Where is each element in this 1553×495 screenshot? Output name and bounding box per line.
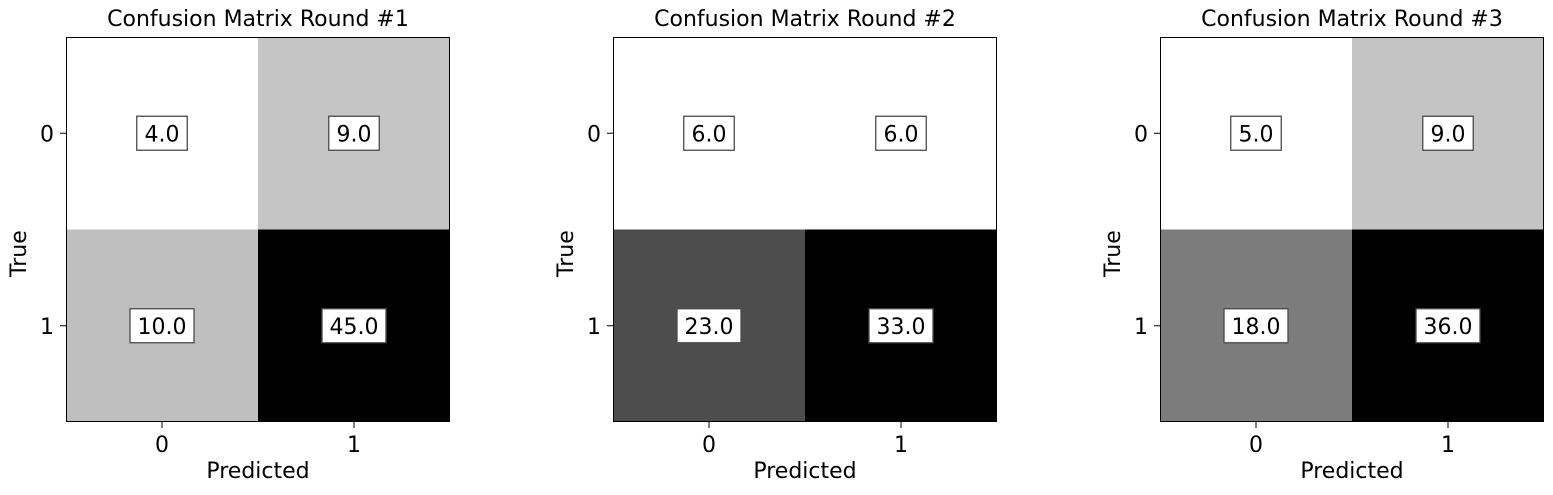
cell-label-box	[1230, 115, 1282, 151]
cell-label-box	[1415, 308, 1481, 344]
y-axis-label: True	[6, 229, 34, 277]
y-axis-label-text: True	[7, 230, 32, 277]
cell-label-box	[1422, 115, 1474, 151]
x-tick-label: 0	[702, 433, 716, 458]
y-tick-label: 0	[587, 122, 601, 147]
chart-title: Confusion Matrix Round #1	[107, 7, 409, 32]
cell-label-box	[676, 308, 742, 344]
x-tick-label: 1	[347, 433, 361, 458]
cell-label-box	[136, 115, 188, 151]
chart-panel-1: Confusion Matrix Round #1 4.0 9.0 10.0 45.0…	[0, 0, 450, 495]
cell-value-label: 45.0	[330, 315, 379, 340]
cell-label-box	[1223, 308, 1289, 344]
y-axis-label-text: True	[1101, 230, 1126, 277]
heatmap-plot: 4.0 9.0 10.0 45.0 0 1 0 1	[40, 37, 450, 458]
chart-title: Confusion Matrix Round #3	[1201, 7, 1503, 32]
y-tick-label: 1	[1134, 315, 1148, 340]
heatmap-plot: 6.0 6.0 23.0 33.0 0 1 0 1	[587, 37, 997, 458]
x-tick-label: 0	[155, 433, 169, 458]
y-tick-label: 1	[40, 315, 54, 340]
chart-panel-3: Confusion Matrix Round #3 5.0 9.0 18.0 36.0…	[1094, 0, 1544, 495]
y-axis-label: True	[1100, 229, 1128, 277]
chart-panel-2: Confusion Matrix Round #2 6.0 6.0 23.0 33.0…	[547, 0, 997, 495]
plot-frame	[1160, 37, 1544, 422]
y-tick-label: 1	[587, 315, 601, 340]
heatmap-plot: 5.0 9.0 18.0 36.0 0 1 0 1	[1134, 37, 1544, 458]
x-tick-label: 1	[894, 433, 908, 458]
cell-label-box	[328, 115, 380, 151]
cell-label-box	[321, 308, 387, 344]
cell-value-label: 6.0	[884, 122, 919, 147]
cell-value-label: 23.0	[685, 315, 734, 340]
chart-title: Confusion Matrix Round #2	[654, 7, 956, 32]
cell-value-label: 33.0	[877, 315, 926, 340]
cell-label-box	[875, 115, 927, 151]
cell-value-label: 18.0	[1232, 315, 1281, 340]
cell-label-box	[683, 115, 735, 151]
x-tick-label: 0	[1249, 433, 1263, 458]
x-tick-label: 1	[1441, 433, 1455, 458]
x-axis-label: Predicted	[753, 459, 857, 484]
plot-frame	[66, 37, 450, 422]
y-tick-label: 0	[40, 122, 54, 147]
cell-value-label: 5.0	[1239, 122, 1274, 147]
y-tick-label: 0	[1134, 122, 1148, 147]
y-axis-label-text: True	[554, 230, 579, 277]
cell-value-label: 9.0	[1431, 122, 1466, 147]
cell-value-label: 10.0	[138, 315, 187, 340]
cell-value-label: 6.0	[692, 122, 727, 147]
cell-value-label: 36.0	[1424, 315, 1473, 340]
cell-label-box	[868, 308, 934, 344]
cell-label-box	[129, 308, 195, 344]
y-axis-label: True	[553, 229, 581, 277]
cell-value-label: 4.0	[145, 122, 180, 147]
plot-frame	[613, 37, 997, 422]
x-axis-label: Predicted	[1300, 459, 1404, 484]
x-axis-label: Predicted	[206, 459, 310, 484]
cell-value-label: 9.0	[337, 122, 372, 147]
